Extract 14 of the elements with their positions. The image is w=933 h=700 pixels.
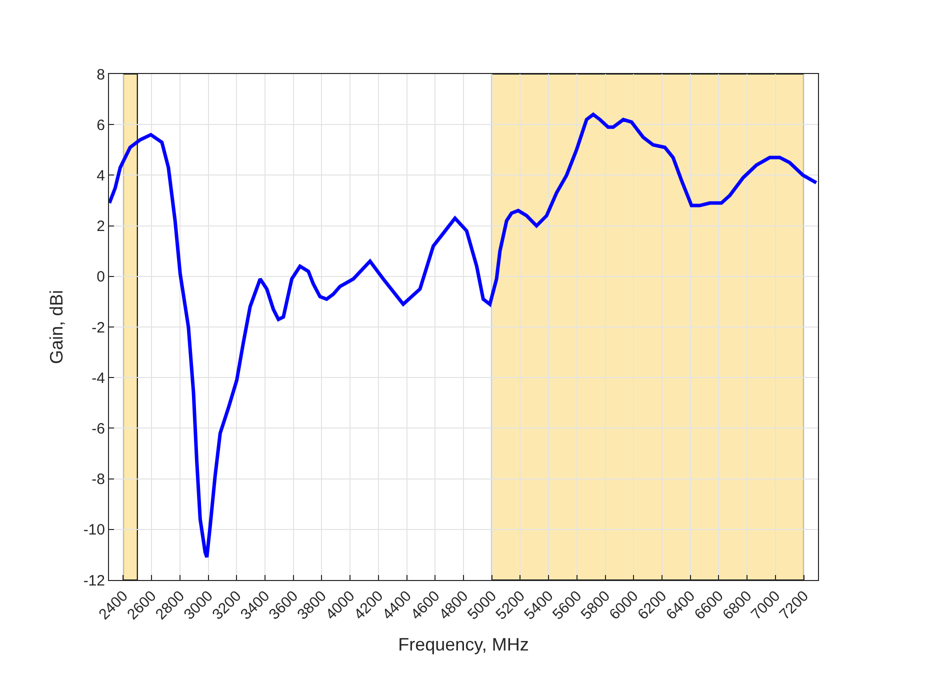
y-tick-label: -8: [92, 471, 105, 488]
y-tick-label: 0: [96, 268, 105, 286]
y-tick-label: 4: [96, 167, 105, 184]
y-tick-label: -2: [92, 319, 105, 336]
y-axis-title: Gain, dBi: [46, 290, 67, 364]
x-axis-title: Frequency, MHz: [398, 634, 529, 654]
y-tick-label: 2: [96, 218, 105, 236]
y-tick-label: 6: [96, 116, 105, 134]
y-tick-label: 8: [96, 66, 105, 84]
y-tick-label: -6: [92, 420, 105, 438]
y-tick-label: -4: [92, 370, 105, 387]
y-tick-label: -10: [83, 522, 105, 539]
line-series: [109, 112, 818, 559]
y-tick-label: -12: [83, 572, 105, 590]
